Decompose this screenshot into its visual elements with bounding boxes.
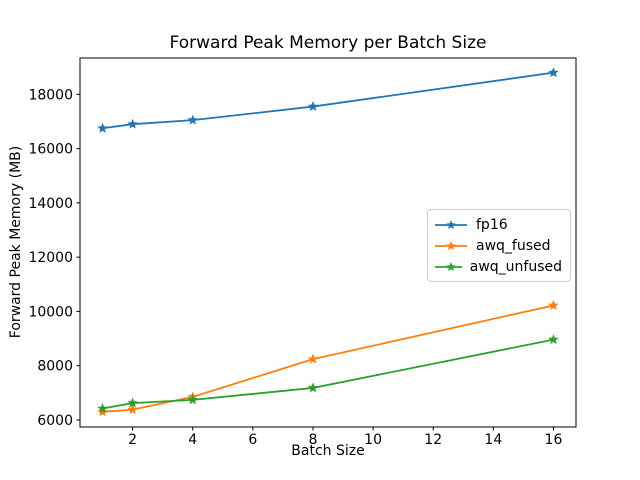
data-point-marker-awq_fused xyxy=(307,353,319,364)
x-tick-label: 8 xyxy=(309,432,318,448)
legend-item-awq-unfused: awq_unfused xyxy=(434,256,562,277)
chart-title: Forward Peak Memory per Batch Size xyxy=(169,33,487,53)
legend-sample-star-icon xyxy=(446,261,456,271)
y-tick-label: 6000 xyxy=(37,413,73,429)
x-tick-label: 6 xyxy=(248,432,257,448)
data-point-marker-fp16 xyxy=(307,101,319,112)
data-point-marker-awq_fused xyxy=(127,404,138,415)
y-tick-label: 10000 xyxy=(28,304,73,320)
data-point-marker-awq_fused xyxy=(548,299,559,310)
legend-sample-star-icon xyxy=(446,219,456,229)
legend-sample-star-icon xyxy=(446,240,456,250)
x-tick-label: 12 xyxy=(424,432,442,448)
x-tick-label: 14 xyxy=(484,432,502,448)
legend-line-sample-icon xyxy=(435,219,467,229)
data-point-marker-awq_unfused xyxy=(127,397,138,408)
legend: fp16 awq_fused awq_unfused xyxy=(427,209,571,282)
legend-label: awq_unfused xyxy=(469,258,562,275)
data-point-marker-awq_unfused xyxy=(187,394,198,405)
legend-label: awq_fused xyxy=(476,237,551,254)
y-axis-label: Forward Peak Memory (MB) xyxy=(8,145,24,339)
x-tick-label: 2 xyxy=(128,432,137,448)
series-line-awq_unfused xyxy=(102,338,554,410)
data-point-marker-awq_fused xyxy=(97,406,108,417)
legend-line-sample-icon xyxy=(435,261,462,271)
x-tick-label: 4 xyxy=(188,432,197,448)
legend-item-awq-fused: awq_fused xyxy=(434,235,562,256)
x-tick-label: 16 xyxy=(545,432,563,448)
data-point-marker-awq_unfused xyxy=(548,334,559,345)
legend-label: fp16 xyxy=(476,216,508,233)
x-tick-label: 10 xyxy=(364,432,382,448)
y-tick-label: 12000 xyxy=(28,250,73,266)
data-point-marker-fp16 xyxy=(548,67,559,78)
data-point-marker-fp16 xyxy=(97,122,108,133)
y-tick-label: 8000 xyxy=(37,359,73,375)
y-tick-label: 18000 xyxy=(28,87,73,103)
data-point-marker-fp16 xyxy=(127,118,138,129)
axes-box xyxy=(79,57,577,428)
y-tick-label: 16000 xyxy=(28,142,73,158)
series-line-fp16 xyxy=(102,71,554,130)
x-axis-label: Batch Size xyxy=(291,443,365,459)
legend-item-fp16: fp16 xyxy=(434,214,562,235)
data-point-marker-awq_unfused xyxy=(97,403,108,413)
legend-line-sample-icon xyxy=(435,240,467,250)
data-point-marker-fp16 xyxy=(187,114,198,125)
series-line-awq_fused xyxy=(102,304,554,413)
data-point-marker-awq_unfused xyxy=(307,382,319,393)
y-tick-label: 14000 xyxy=(28,196,73,212)
